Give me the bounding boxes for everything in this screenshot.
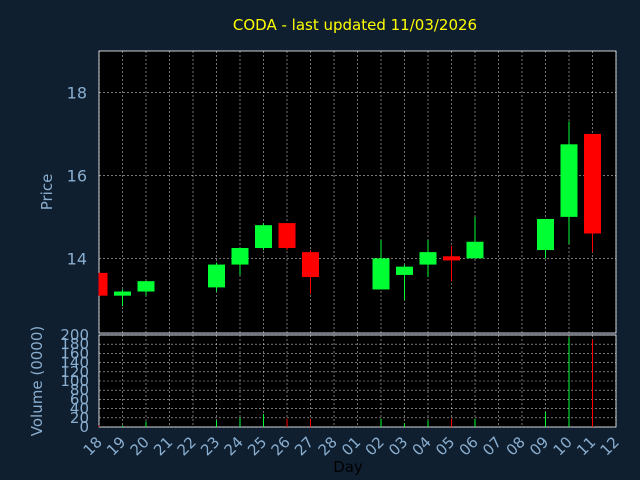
x-tick-label: 20 — [127, 433, 153, 459]
x-tick-label: 21 — [150, 433, 176, 459]
candle-body — [278, 223, 296, 248]
candle-body — [302, 252, 319, 278]
volume-tick-label: 140 — [60, 354, 89, 372]
candle-body — [443, 256, 460, 261]
x-tick-label: 05 — [432, 433, 458, 459]
candle-body — [208, 264, 225, 288]
candle-body — [419, 252, 437, 265]
x-tick-label: 10 — [550, 433, 576, 459]
x-tick-label: 28 — [315, 433, 341, 459]
x-tick-label: 07 — [479, 433, 505, 459]
price-axis-label: Price — [38, 174, 56, 211]
volume-tick-label: 180 — [60, 335, 89, 353]
volume-tick-label: 100 — [60, 372, 89, 390]
candle-body — [537, 218, 554, 251]
candle-body — [114, 291, 131, 296]
x-tick-label: 23 — [197, 433, 223, 459]
x-tick-label: 12 — [597, 433, 623, 459]
candle-body — [137, 281, 155, 292]
x-tick-label: 19 — [103, 433, 129, 459]
volume-tick-label: 0 — [79, 418, 89, 436]
candle-body — [99, 272, 108, 296]
x-tick-label: 27 — [291, 433, 317, 459]
volume-tick-label: 120 — [60, 363, 89, 381]
candle-body — [255, 225, 272, 248]
volume-axis-label: Volume (0000) — [28, 326, 46, 436]
price-tick-label: 14 — [67, 249, 87, 268]
candle-body — [231, 247, 249, 265]
price-tick-label: 16 — [67, 166, 87, 185]
x-tick-label: 01 — [338, 433, 364, 459]
x-tick-label: 18 — [80, 433, 106, 459]
x-tick-label: 03 — [385, 433, 411, 459]
x-tick-label: 04 — [409, 433, 435, 459]
x-tick-label: 25 — [244, 433, 270, 459]
candle-body — [560, 144, 578, 217]
x-tick-label: 08 — [503, 433, 529, 459]
chart-title: CODA - last updated 11/03/2026 — [233, 16, 477, 34]
x-tick-label: 06 — [456, 433, 482, 459]
price-tick-label: 18 — [67, 83, 87, 102]
x-tick-label: 24 — [221, 433, 247, 459]
candle-body — [584, 133, 601, 234]
volume-tick-label: 40 — [70, 400, 89, 418]
volume-tick-label: 60 — [70, 390, 89, 408]
x-tick-label: 22 — [174, 433, 200, 459]
volume-tick-label: 80 — [70, 381, 89, 399]
volume-tick-label: 20 — [70, 409, 89, 427]
volume-tick-label: 160 — [60, 344, 89, 362]
x-tick-label: 26 — [268, 433, 294, 459]
candle-body — [372, 258, 390, 290]
x-tick-label: 02 — [362, 433, 388, 459]
candle-body — [466, 241, 484, 259]
volume-tick-label: 200 — [60, 326, 89, 344]
x-tick-label: 11 — [573, 433, 599, 459]
x-tick-label: 09 — [526, 433, 552, 459]
candle-body — [396, 266, 413, 275]
x-axis-label: Day — [333, 458, 363, 476]
